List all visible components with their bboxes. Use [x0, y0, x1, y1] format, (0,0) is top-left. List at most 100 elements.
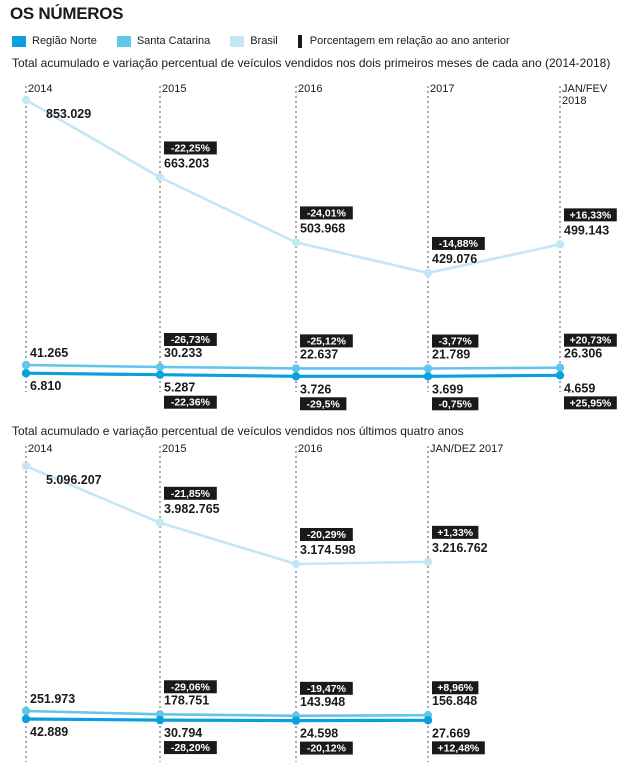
- data-label-2-brasil-3: 3.216.762: [432, 541, 488, 555]
- pct-badge-2-norte-3-text: +12,48%: [438, 742, 480, 754]
- chart-2-title: Total acumulado e variação percentual de…: [12, 424, 464, 438]
- data-label-2-brasil-0: 5.096.207: [46, 473, 102, 487]
- point-1-brasil-1: [155, 173, 165, 182]
- legend-item-pct: Porcentagem em relação ao ano anterior: [297, 34, 510, 48]
- data-label-2-brasil-2: 3.174.598: [300, 543, 356, 557]
- data-label-2-sc-2: 143.948: [300, 695, 345, 709]
- x-tick-label-2-3-0: JAN/DEZ 2017: [430, 443, 503, 455]
- data-label-1-sc-4: 26.306: [564, 347, 602, 361]
- point-2-sc-1: [155, 710, 165, 719]
- point-1-norte-1: [155, 370, 165, 379]
- data-label-1-norte-4: 4.659: [564, 381, 595, 395]
- data-label-2-norte-2: 24.598: [300, 727, 338, 741]
- pct-badge-1-norte-2-box: [300, 397, 347, 411]
- legend-swatch-sc: [116, 35, 131, 47]
- pct-badge-1-brasil-1-text: -22,25%: [171, 142, 211, 154]
- point-1-brasil-2: [291, 238, 301, 247]
- point-1-norte-2: [291, 372, 301, 381]
- pct-badge-1-norte-3-text: -0,75%: [439, 398, 473, 410]
- x-tick-label-1-3-0: 2017: [430, 83, 454, 95]
- data-label-1-norte-1: 5.287: [164, 381, 195, 395]
- pct-badge-1-brasil-3-text: -14,88%: [439, 238, 479, 250]
- pct-badge-1-sc-2-text: -25,12%: [307, 335, 347, 347]
- legend-swatch-pct: [297, 34, 302, 48]
- data-label-2-sc-3: 156.848: [432, 694, 477, 708]
- pct-badge-2-brasil-2-box: [300, 528, 353, 541]
- legend-label-brasil: Brasil: [250, 35, 278, 47]
- x-tick-label-1-2-0: 2016: [298, 83, 322, 95]
- point-2-brasil-1: [155, 518, 165, 527]
- x-tick-label-2-2-0: 2016: [298, 443, 322, 455]
- data-label-1-brasil-2: 503.968: [300, 221, 345, 235]
- legend: Região Norte Santa Catarina Brasil Porce…: [12, 33, 530, 49]
- x-tick-label-2-1-0: 2015: [162, 443, 186, 455]
- series-line-2-sc: [25, 709, 429, 718]
- point-1-sc-3: [423, 364, 433, 373]
- data-label-2-sc-0: 251.973: [30, 692, 75, 706]
- page-title: OS NÚMEROS: [10, 4, 124, 23]
- pct-badge-1-sc-4-text: +20,73%: [570, 335, 612, 347]
- pct-badge-1-brasil-4-box: [564, 208, 617, 222]
- pct-badge-2-brasil-1-text: -21,85%: [171, 488, 211, 500]
- pct-badge-2-brasil-3-text: +1,33%: [437, 527, 474, 539]
- pct-badge-1-sc-1-text: -26,73%: [171, 334, 211, 346]
- legend-item-brasil: Brasil: [230, 35, 278, 47]
- pct-badge-1-brasil-3-box: [432, 236, 485, 250]
- point-1-brasil-4: [555, 240, 565, 249]
- pct-badge-2-norte-2-text: -20,12%: [307, 743, 347, 755]
- pct-badge-1-norte-1-box: [164, 395, 217, 409]
- point-2-norte-2: [291, 716, 301, 725]
- pct-badge-1-sc-3-text: -3,77%: [439, 336, 473, 348]
- pct-badge-2-norte-1-text: -28,20%: [171, 742, 211, 754]
- point-2-norte-0: [21, 714, 31, 724]
- pct-badge-2-sc-1-box: [164, 680, 217, 694]
- legend-label-pct: Porcentagem em relação ao ano anterior: [309, 35, 510, 47]
- data-label-1-norte-3: 3.699: [432, 382, 463, 396]
- data-label-1-norte-2: 3.726: [300, 382, 331, 396]
- pct-badge-2-sc-2-box: [300, 681, 353, 695]
- data-label-1-brasil-0: 853.029: [46, 107, 91, 121]
- point-1-sc-1: [155, 362, 165, 372]
- pct-badge-1-sc-3-box: [432, 334, 479, 348]
- point-1-sc-4: [555, 363, 565, 372]
- x-tick-label-1-0-0: 2014: [28, 83, 52, 95]
- pct-badge-2-brasil-2-text: -20,29%: [307, 529, 347, 541]
- data-label-1-sc-3: 21.789: [432, 348, 470, 362]
- data-label-2-brasil-1: 3.982.765: [164, 502, 220, 516]
- data-label-2-norte-0: 42.889: [30, 725, 68, 739]
- point-1-norte-3: [423, 372, 433, 381]
- point-2-brasil-3: [423, 557, 433, 566]
- pct-badge-1-brasil-2-text: -24,01%: [307, 207, 347, 219]
- point-1-sc-0: [21, 360, 31, 370]
- point-1-sc-2: [291, 364, 301, 373]
- legend-label-sc: Santa Catarina: [136, 35, 211, 47]
- point-2-brasil-2: [291, 559, 301, 569]
- pct-badge-1-norte-4-box: [564, 396, 617, 410]
- pct-badge-1-norte-1-text: -22,36%: [171, 397, 211, 409]
- data-label-1-sc-2: 22.637: [300, 347, 338, 361]
- pct-badge-2-sc-3-box: [432, 681, 479, 695]
- point-2-norte-3: [423, 716, 433, 725]
- data-label-2-norte-3: 27.669: [432, 726, 470, 740]
- point-1-brasil-0: [21, 95, 31, 105]
- data-label-2-sc-1: 178.751: [164, 693, 209, 707]
- x-tick-label-1-4-0: JAN/FEV: [562, 83, 608, 95]
- legend-label-norte: Região Norte: [32, 35, 97, 47]
- pct-badge-1-sc-4-box: [564, 333, 617, 347]
- pct-badge-1-sc-1-box: [164, 332, 217, 346]
- data-label-1-brasil-3: 429.076: [432, 252, 477, 266]
- data-label-1-norte-0: 6.810: [30, 379, 61, 393]
- data-label-2-norte-1: 30.794: [164, 726, 202, 740]
- x-tick-label-1-4-1: 2018: [562, 95, 586, 107]
- pct-badge-1-brasil-4-text: +16,33%: [570, 209, 612, 221]
- legend-item-sc: Santa Catarina: [116, 35, 211, 47]
- pct-badge-2-brasil-1-box: [164, 486, 217, 500]
- pct-badge-1-brasil-2-box: [300, 206, 353, 220]
- legend-item-norte: Região Norte: [12, 35, 97, 47]
- pct-badge-2-sc-1-text: -29,06%: [171, 681, 211, 693]
- series-line-2-brasil: [25, 464, 429, 566]
- chart-1-title: Total acumulado e variação percentual de…: [12, 56, 611, 70]
- pct-badge-1-norte-3-box: [432, 397, 479, 411]
- x-tick-label-1-1-0: 2015: [162, 83, 186, 95]
